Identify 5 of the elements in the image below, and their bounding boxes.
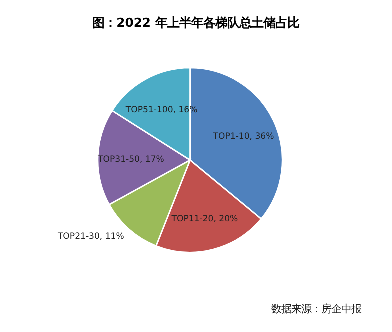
- chart-title: 图：2022 年上半年各梯队总土储占比: [92, 16, 300, 30]
- slice-label: TOP21-30, 11%: [56, 232, 124, 242]
- slice-label: TOP11-20, 20%: [170, 214, 238, 224]
- source-note: 数据来源：房企中报: [272, 304, 362, 316]
- slice-label: TOP1-10, 36%: [212, 132, 274, 142]
